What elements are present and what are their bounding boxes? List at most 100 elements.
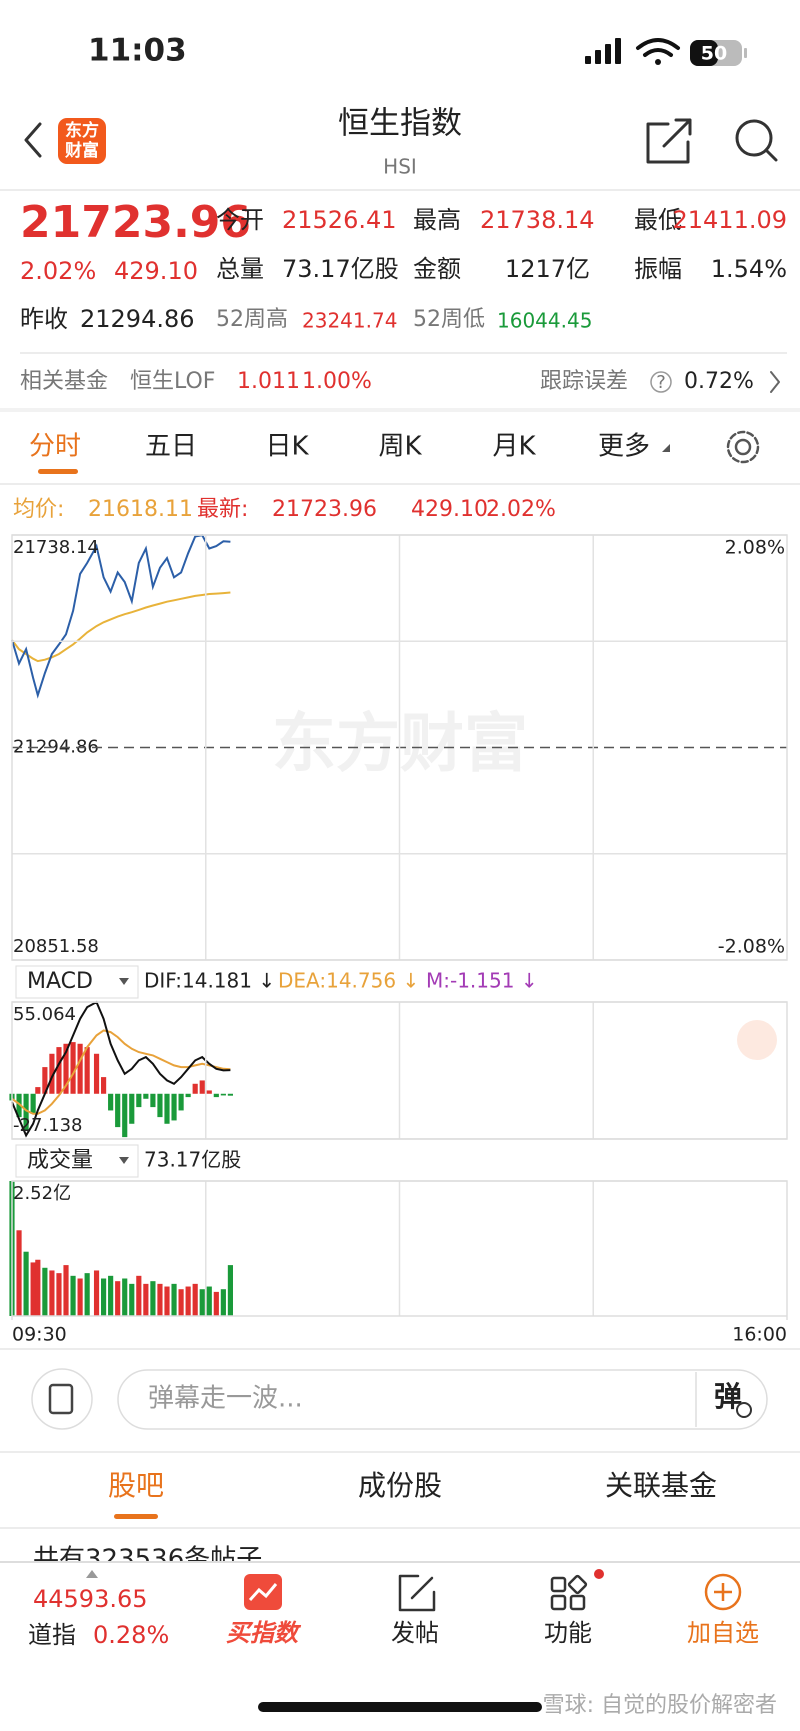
index-pct[interactable]: 0.28% [93, 1621, 169, 1649]
indicator-select[interactable] [15, 1144, 139, 1178]
bar [108, 1275, 114, 1316]
bar [164, 1286, 170, 1316]
y-tick-label: 2.52亿 [13, 1183, 71, 1204]
nav-item[interactable]: 加自选 [687, 1619, 759, 1647]
bar [129, 1093, 135, 1124]
nav-item[interactable]: 功能 [544, 1619, 592, 1647]
signal-icon [585, 38, 621, 64]
bar [178, 1289, 184, 1316]
bar [35, 1087, 41, 1094]
bar [171, 1283, 177, 1316]
field-label: 52周低 [413, 307, 485, 332]
tab[interactable]: 更多 [598, 432, 650, 462]
bar [101, 1278, 107, 1316]
comment-placeholder: 弹幕走一波... [148, 1384, 303, 1414]
y-tick-label: 55.064 [13, 1004, 76, 1025]
logo-text: 财富 [64, 140, 99, 161]
comment-input[interactable] [117, 1369, 768, 1430]
clock: 11:03 [88, 33, 187, 69]
bar [84, 1047, 90, 1094]
tab-indicator [38, 469, 78, 474]
readout: M:-1.151 ↓ [426, 969, 538, 993]
change: 429.10 [114, 257, 198, 285]
list-icon [48, 1383, 74, 1415]
field-label: 最低 [634, 206, 682, 234]
bar [49, 1270, 55, 1316]
bar [115, 1093, 121, 1128]
home-indicator [258, 1702, 542, 1712]
wifi-icon [636, 38, 680, 65]
panel-frame [11, 1180, 788, 1317]
bar [23, 1251, 29, 1316]
bar [185, 1093, 191, 1098]
field-label: 总量 [216, 255, 264, 283]
bar [77, 1043, 83, 1094]
expand-button[interactable] [737, 1020, 777, 1060]
bar [93, 1270, 100, 1316]
bar [199, 1080, 205, 1094]
bar [220, 1289, 226, 1316]
bar [63, 1043, 69, 1094]
sub-tab[interactable]: 成份股 [358, 1469, 442, 1502]
bar [171, 1093, 177, 1121]
dropdown-triangle [662, 444, 670, 452]
y-tick-label: 20851.58 [13, 936, 99, 957]
panel-frame [11, 1001, 788, 1140]
bar [185, 1286, 191, 1316]
field-value: 21294.86 [80, 305, 195, 333]
bar [70, 1042, 76, 1094]
bar [150, 1281, 156, 1316]
logo-text: 东方 [65, 120, 99, 141]
nav-item[interactable]: 发帖 [391, 1619, 439, 1647]
index-value[interactable]: 44593.65 [33, 1585, 148, 1613]
readout: DIF:14.181 ↓ [144, 969, 275, 993]
bar [108, 1093, 114, 1111]
bar [206, 1286, 212, 1316]
logo [58, 118, 106, 164]
function-icon [550, 1574, 588, 1611]
y-tick-label: -27.138 [13, 1115, 82, 1136]
bar [35, 1259, 41, 1316]
add-icon [704, 1573, 742, 1611]
tracking-value: 0.72% [684, 369, 754, 394]
search-button[interactable] [735, 119, 778, 162]
back-button[interactable] [24, 122, 42, 158]
bar [220, 1093, 226, 1096]
bar [84, 1273, 90, 1316]
tracking-label: 跟踪误差 [540, 369, 628, 394]
bar [70, 1275, 76, 1316]
share-button[interactable] [646, 118, 692, 164]
expand-arrow [86, 1570, 98, 1578]
bar [143, 1093, 149, 1099]
bar [93, 1053, 100, 1094]
panel-frame [11, 534, 788, 961]
settings-button[interactable] [726, 430, 760, 464]
field-label: 振幅 [634, 255, 682, 283]
buy-icon-line [248, 1583, 278, 1602]
tab[interactable]: 月K [492, 432, 536, 462]
field-value: 1217亿 [505, 255, 590, 283]
bar [30, 1093, 36, 1114]
dropdown-triangle [119, 1157, 129, 1164]
fund-row[interactable]: 相关基金 恒生LOF 1.011 1.00% 跟踪误差 ? 0.72% [20, 369, 780, 394]
tab[interactable]: 周K [378, 432, 422, 462]
sub-tab[interactable]: 关联基金 [605, 1469, 717, 1502]
dropdown-triangle [119, 978, 129, 985]
bar [178, 1093, 184, 1111]
x-tick-label: 16:00 [732, 1324, 787, 1346]
bar [192, 1283, 198, 1316]
field-label: 昨收 [20, 305, 68, 333]
index-name[interactable]: 道指 [28, 1621, 76, 1649]
sub-tab[interactable]: 股吧 [108, 1469, 164, 1502]
bar [56, 1273, 62, 1316]
tab[interactable]: 五日 [145, 432, 197, 462]
nav-item[interactable]: 买指数 [226, 1619, 302, 1647]
tab[interactable]: 日K [265, 432, 309, 462]
indicator-select[interactable] [15, 965, 139, 999]
bar [164, 1093, 170, 1124]
list-button[interactable] [31, 1368, 93, 1430]
series-line [11, 533, 231, 699]
tab[interactable]: 分时 [29, 432, 81, 462]
bar [30, 1262, 36, 1316]
